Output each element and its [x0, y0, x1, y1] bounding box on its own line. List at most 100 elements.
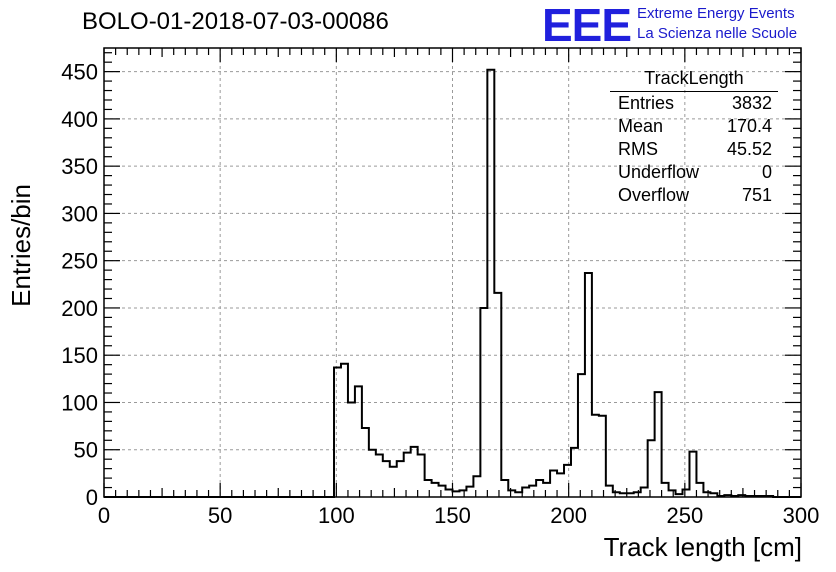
stats-label: Mean — [618, 116, 664, 136]
histogram-bin — [480, 308, 487, 497]
stats-title: TrackLength — [610, 68, 778, 92]
histogram-bin — [459, 490, 466, 497]
stats-label: RMS — [618, 139, 658, 159]
stats-value: 45.52 — [726, 139, 772, 159]
y-tick-label: 250 — [61, 249, 98, 274]
histogram-bin — [397, 461, 404, 497]
histogram-bin — [487, 70, 494, 497]
histogram-bin — [731, 496, 738, 497]
x-axis-label: Track length [cm] — [603, 532, 802, 562]
histogram-bin — [341, 364, 348, 497]
histogram-bin — [550, 471, 557, 497]
histogram-bin — [634, 492, 641, 497]
stats-value: 0 — [761, 162, 772, 182]
x-tick-label: 250 — [666, 503, 703, 528]
histogram-bin — [606, 486, 613, 497]
chart-title: BOLO-01-2018-07-03-00086 — [82, 8, 389, 35]
histogram-bin — [585, 273, 592, 497]
histogram-bin — [348, 402, 355, 497]
histogram-series — [104, 68, 801, 498]
histogram-bin — [759, 496, 766, 497]
histogram-bin — [439, 486, 446, 497]
histogram-bin — [425, 480, 432, 497]
histogram-bin — [432, 483, 439, 497]
histogram-bin — [383, 461, 390, 497]
y-tick-label: 400 — [61, 107, 98, 132]
histogram-bin — [390, 467, 397, 497]
y-tick-label: 150 — [61, 343, 98, 368]
histogram-bin — [473, 476, 480, 497]
stats-row-entries: Entries 3832 — [610, 92, 778, 115]
stats-label: Entries — [618, 93, 675, 113]
histogram-bin — [689, 452, 696, 497]
histogram-bin — [508, 490, 515, 497]
x-tick-label: 150 — [434, 503, 471, 528]
histogram-bin — [522, 488, 529, 497]
y-tick-label: 350 — [61, 154, 98, 179]
histogram-bin — [648, 440, 655, 497]
histogram-bin — [724, 495, 731, 497]
histogram-bin — [752, 496, 759, 497]
histogram-bin — [376, 454, 383, 497]
eee-logo: EEE — [542, 0, 632, 51]
histogram-bin — [662, 483, 669, 497]
histogram-bin — [683, 489, 690, 497]
histogram-bin — [446, 489, 453, 497]
histogram-bin — [676, 494, 683, 497]
histogram-bin — [529, 486, 536, 497]
histogram-bin — [578, 374, 585, 497]
histogram-bin — [669, 490, 676, 497]
histogram-bin — [564, 465, 571, 497]
histogram-bin — [355, 386, 362, 497]
histogram-bin — [543, 483, 550, 497]
histogram-bin — [536, 480, 543, 497]
stats-label: Underflow — [618, 162, 700, 182]
stats-value: 3832 — [731, 93, 772, 113]
x-tick-label: 200 — [550, 503, 587, 528]
histogram-bin — [418, 454, 425, 497]
x-tick-label: 300 — [783, 503, 820, 528]
histogram-bin — [557, 473, 564, 497]
histogram-bin — [592, 415, 599, 497]
histogram-bin — [627, 493, 634, 497]
histogram-bin — [334, 367, 341, 497]
y-axis-label: Entries/bin — [6, 184, 36, 307]
stats-row-underflow: Underflow 0 — [610, 161, 778, 184]
histogram-bin — [766, 496, 773, 497]
histogram-bin — [641, 488, 648, 497]
histogram-bin — [515, 492, 522, 497]
logo-line-1: Extreme Energy Events — [637, 5, 795, 22]
histogram-bin — [466, 487, 473, 497]
stats-value: 751 — [741, 185, 772, 205]
stats-value: 170.4 — [726, 116, 772, 136]
x-tick-label: 0 — [98, 503, 110, 528]
histogram-bin — [717, 496, 724, 497]
histogram-bin — [404, 453, 411, 497]
stats-box: TrackLength Entries 3832 Mean 170.4 RMS … — [610, 68, 778, 207]
histogram-bin — [369, 450, 376, 497]
histogram-bin — [620, 493, 627, 497]
x-tick-label: 50 — [208, 503, 232, 528]
x-tick-label: 100 — [318, 503, 355, 528]
y-tick-label: 50 — [74, 438, 98, 463]
histogram-bin — [703, 492, 710, 497]
stats-row-mean: Mean 170.4 — [610, 115, 778, 138]
histogram-bin — [745, 496, 752, 497]
histogram-bin — [362, 428, 369, 497]
y-tick-label: 300 — [61, 201, 98, 226]
histogram-bin — [696, 483, 703, 497]
histogram-bin — [738, 495, 745, 497]
histogram-bin — [655, 392, 662, 497]
y-tick-label: 100 — [61, 390, 98, 415]
histogram-bin — [613, 492, 620, 497]
histogram-bin — [494, 293, 501, 497]
y-tick-label: 0 — [86, 485, 98, 510]
y-tick-label: 200 — [61, 296, 98, 321]
stats-row-rms: RMS 45.52 — [610, 138, 778, 161]
histogram-bin — [571, 448, 578, 497]
logo-line-2: La Scienza nelle Scuole — [637, 25, 798, 42]
histogram-bin — [453, 491, 460, 497]
stats-row-overflow: Overflow 751 — [610, 184, 778, 207]
y-tick-label: 450 — [61, 60, 98, 85]
